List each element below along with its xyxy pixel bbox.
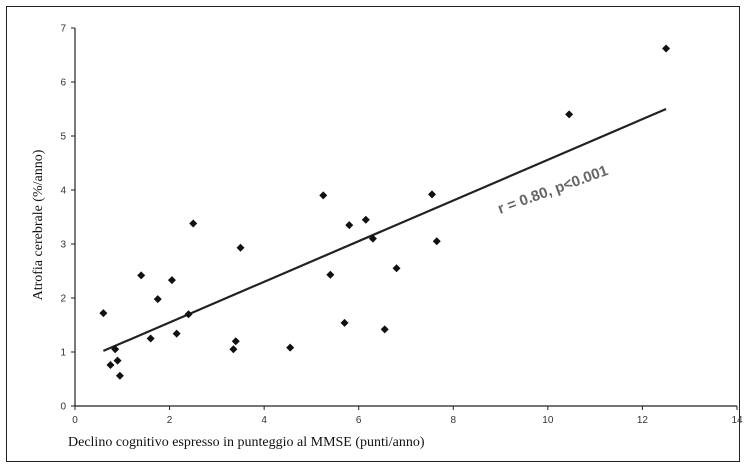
- data-point: [433, 237, 441, 245]
- x-tick-label: 8: [451, 415, 457, 426]
- data-point: [106, 361, 114, 369]
- x-tick-label: 0: [72, 415, 78, 426]
- data-point: [168, 276, 176, 284]
- x-axis-label: Declino cognitivo espresso in punteggio …: [68, 435, 425, 450]
- y-tick-label: 5: [60, 132, 66, 143]
- data-point: [232, 337, 240, 345]
- y-tick-label: 3: [60, 240, 66, 251]
- x-tick-label: 4: [261, 415, 267, 426]
- data-point: [319, 191, 327, 199]
- y-tick-label: 7: [60, 24, 66, 35]
- data-point: [286, 344, 294, 352]
- data-point: [99, 309, 107, 317]
- data-point: [229, 345, 237, 353]
- x-tick-label: 12: [637, 415, 649, 426]
- data-point: [154, 295, 162, 303]
- data-point: [116, 372, 124, 380]
- x-tick-label: 14: [731, 415, 743, 426]
- data-point: [114, 357, 122, 365]
- y-axis-label: Atrofia cerebrale (%/anno): [31, 149, 46, 300]
- y-tick-label: 0: [60, 402, 66, 413]
- data-point: [662, 45, 670, 53]
- data-points: [99, 45, 670, 380]
- data-point: [237, 244, 245, 252]
- data-point: [341, 319, 349, 327]
- y-tick-label: 4: [60, 186, 66, 197]
- data-point: [326, 271, 334, 279]
- data-point: [147, 335, 155, 343]
- axes: [71, 28, 737, 410]
- data-point: [184, 310, 192, 318]
- data-point: [565, 110, 573, 118]
- y-tick-label: 2: [60, 294, 66, 305]
- x-tick-label: 10: [542, 415, 554, 426]
- data-point: [393, 264, 401, 272]
- data-point: [345, 221, 353, 229]
- y-tick-label: 1: [60, 348, 66, 359]
- data-point: [428, 190, 436, 198]
- data-point: [189, 219, 197, 227]
- correlation-annotation: r = 0.80, p<0.001: [496, 162, 611, 218]
- x-tick-label: 6: [356, 415, 362, 426]
- x-tick-label: 2: [167, 415, 173, 426]
- data-point: [381, 325, 389, 333]
- data-point: [173, 330, 181, 338]
- data-point: [137, 271, 145, 279]
- y-tick-label: 6: [60, 78, 66, 89]
- data-point: [362, 216, 370, 224]
